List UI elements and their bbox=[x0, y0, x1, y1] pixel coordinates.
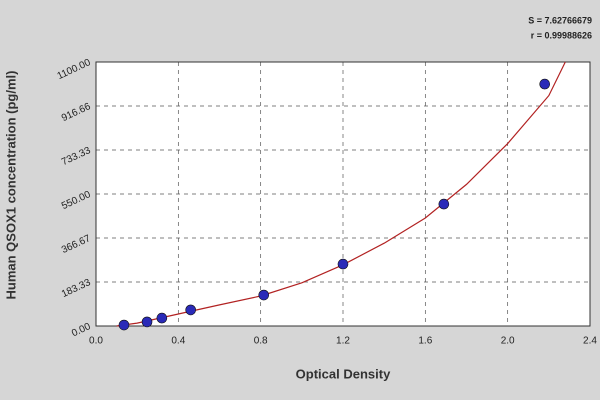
y-tick-label: 366.67 bbox=[60, 233, 93, 256]
x-tick-label: 0.4 bbox=[171, 336, 185, 347]
y-tick-label: 550.00 bbox=[60, 189, 93, 212]
x-axis-title: Optical Density bbox=[296, 366, 391, 381]
data-point bbox=[141, 316, 153, 328]
data-point bbox=[185, 304, 196, 316]
x-tick-label: 1.6 bbox=[418, 336, 432, 347]
y-axis-title: Human QSOX1 concentration (pg/ml) bbox=[3, 71, 18, 300]
plot-border bbox=[95, 61, 591, 327]
y-tick-label: 916.66 bbox=[60, 101, 93, 124]
data-point bbox=[118, 319, 130, 331]
data-point bbox=[337, 258, 349, 270]
annotation: S = 7.62766679 bbox=[528, 15, 592, 25]
data-point bbox=[438, 198, 450, 210]
data-point bbox=[156, 312, 168, 324]
data-point bbox=[258, 289, 270, 301]
x-tick-label: 0.8 bbox=[254, 336, 268, 347]
y-tick-label: 183.33 bbox=[60, 277, 93, 300]
x-tick-label: 2.4 bbox=[583, 336, 597, 347]
y-tick-label: 1100.00 bbox=[56, 57, 93, 82]
data-point bbox=[539, 78, 551, 90]
y-tick-label: 733.33 bbox=[60, 145, 93, 168]
x-tick-label: 0.0 bbox=[89, 336, 103, 347]
x-tick-label: 2.0 bbox=[501, 336, 515, 347]
x-tick-label: 1.2 bbox=[336, 336, 350, 347]
annotation: r = 0.99988626 bbox=[531, 30, 592, 40]
